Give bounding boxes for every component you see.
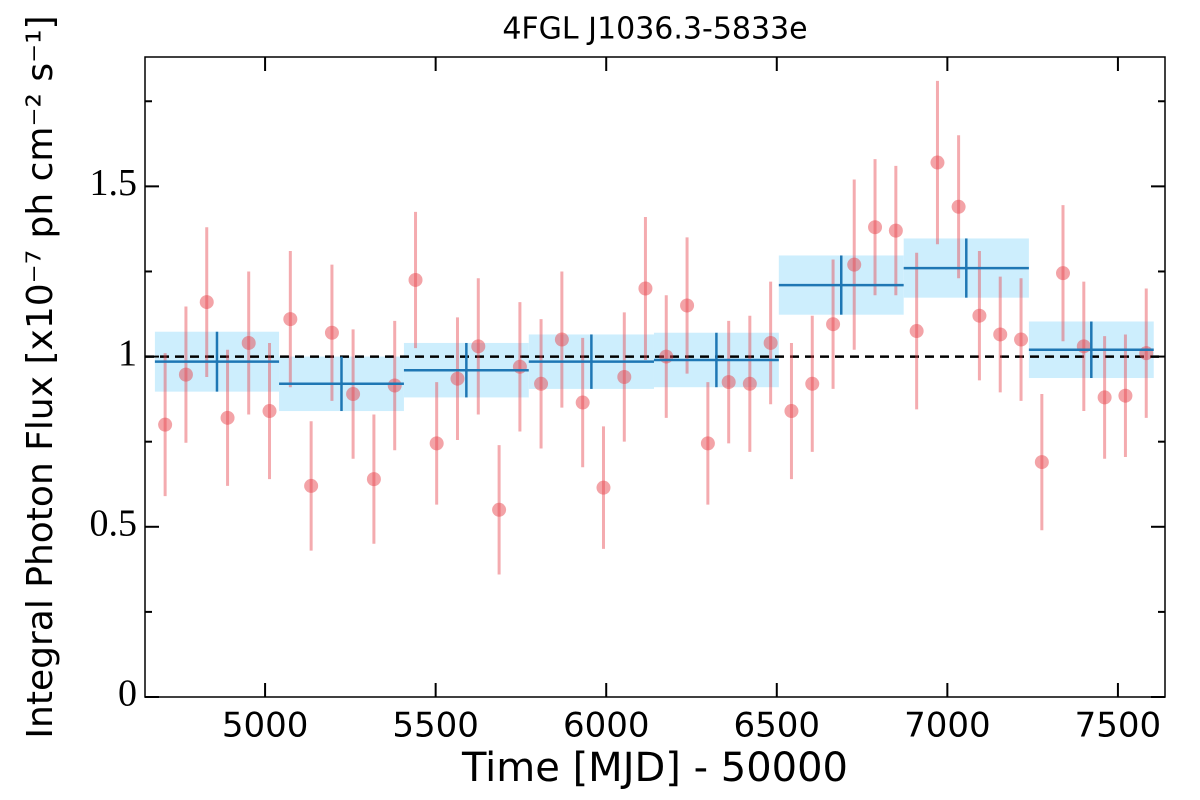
x-tick-label: 7000 — [904, 706, 991, 746]
point — [972, 308, 987, 323]
point — [721, 375, 736, 390]
point — [909, 324, 924, 339]
point — [680, 298, 695, 313]
point — [1056, 266, 1070, 281]
point — [826, 317, 841, 332]
point — [868, 220, 883, 235]
point — [1076, 339, 1091, 354]
point — [638, 281, 653, 296]
point — [283, 312, 298, 327]
point — [847, 257, 862, 272]
x-tick-label: 6500 — [734, 706, 821, 746]
point — [784, 404, 799, 419]
x-tick-label: 5500 — [392, 706, 479, 746]
point — [199, 295, 214, 310]
point — [158, 417, 173, 432]
y-axis-label: Integral Photon Flux [x10⁻⁷ ph cm⁻² s⁻¹] — [20, 15, 61, 738]
y-tick-label: 0.5 — [90, 503, 138, 545]
point — [492, 502, 507, 517]
point — [805, 376, 820, 391]
point — [993, 327, 1008, 342]
x-axis-label: Time [MJD] - 50000 — [461, 745, 848, 791]
point — [1097, 390, 1112, 405]
point — [346, 387, 361, 402]
point — [220, 410, 235, 425]
plot-frame — [144, 56, 1166, 698]
point — [596, 480, 611, 495]
point — [241, 335, 256, 350]
point — [471, 339, 486, 354]
point — [387, 378, 402, 393]
x-tick-label: 7500 — [1075, 706, 1162, 746]
point — [450, 371, 465, 386]
point — [262, 404, 277, 419]
point — [512, 359, 527, 374]
point — [742, 376, 757, 391]
point — [554, 332, 569, 347]
y-tick-label: 1 — [118, 332, 137, 374]
point — [617, 370, 632, 384]
point — [1139, 346, 1154, 361]
point — [408, 272, 423, 287]
point — [304, 478, 319, 493]
point — [575, 395, 590, 410]
point — [1014, 332, 1029, 347]
point — [534, 376, 549, 391]
point — [930, 155, 945, 170]
chart-title: 4FGL J1036.3-5833e — [502, 12, 807, 47]
x-tick-label: 5000 — [222, 706, 309, 746]
point — [763, 335, 778, 350]
point — [951, 199, 966, 214]
y-tick-label: 0 — [118, 673, 137, 715]
point — [429, 436, 444, 451]
point — [700, 436, 715, 451]
x-tick-label: 6000 — [563, 706, 650, 746]
point — [324, 325, 339, 340]
point — [888, 223, 903, 238]
point — [1034, 455, 1049, 470]
point — [659, 349, 674, 364]
point — [1118, 388, 1133, 403]
point — [178, 367, 193, 382]
y-tick-label: 1.5 — [90, 162, 138, 204]
point — [366, 472, 381, 487]
